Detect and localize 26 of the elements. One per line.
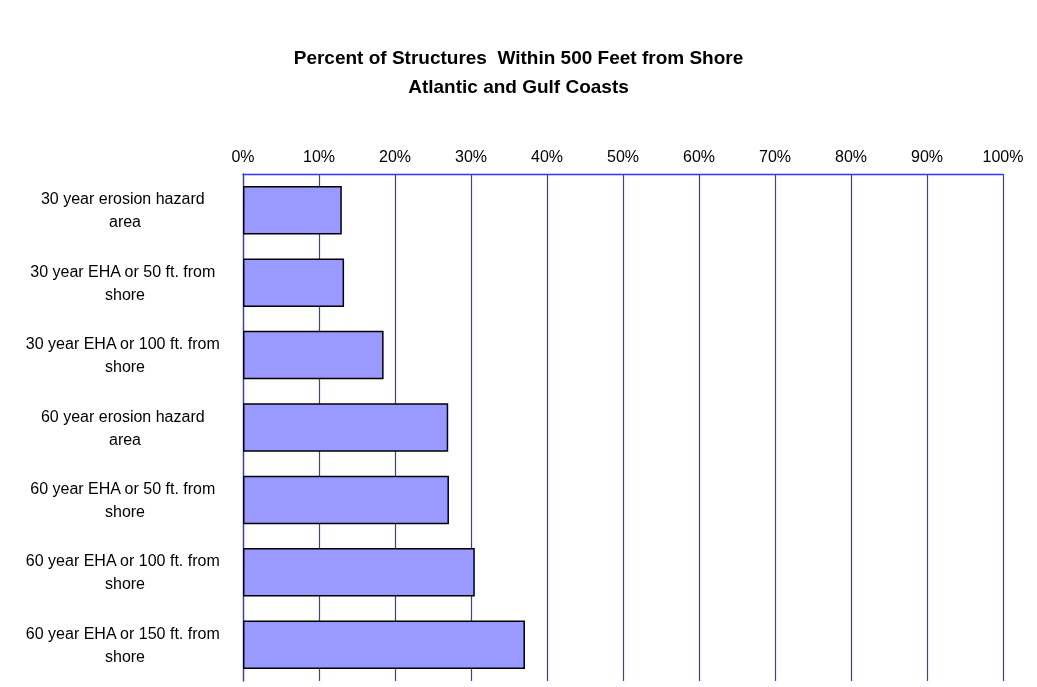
x-tick-label: 70% <box>758 147 792 165</box>
x-tick-label: 30% <box>454 147 488 165</box>
x-tick-label: 60% <box>682 147 716 165</box>
y-tick-label: 60 year EHA or 100 ft. from shore <box>25 552 225 593</box>
y-tick-label: 30 year erosion hazard area <box>40 190 210 231</box>
y-tick-label: 30 year EHA or 100 ft. from shore <box>25 335 225 376</box>
bar <box>243 403 449 452</box>
x-tick-label: 80% <box>834 147 868 165</box>
y-tick-label: 30 year EHA or 50 ft. from shore <box>30 262 220 303</box>
bar <box>243 330 384 380</box>
y-tick-label: 60 year erosion hazard area <box>40 407 210 448</box>
x-tick-label: 100% <box>982 147 1024 165</box>
bar <box>243 620 525 670</box>
x-tick-label: 20% <box>378 147 412 165</box>
x-tick-label: 10% <box>302 147 336 165</box>
bar <box>243 258 345 307</box>
bar <box>243 185 342 235</box>
x-tick-label: 40% <box>530 147 564 165</box>
x-tick-label: 90% <box>910 147 944 165</box>
x-tick-label: 0% <box>231 147 255 165</box>
y-tick-label: 60 year EHA or 150 ft. from shore <box>25 624 225 665</box>
bar <box>243 548 475 597</box>
x-tick-label: 50% <box>606 147 640 165</box>
chart-title: Percent of Structures Within 500 Feet from Shore Atlantic and Gulf Coasts <box>293 47 744 97</box>
bar <box>243 475 449 525</box>
y-tick-label: 60 year EHA or 50 ft. from shore <box>30 479 220 520</box>
